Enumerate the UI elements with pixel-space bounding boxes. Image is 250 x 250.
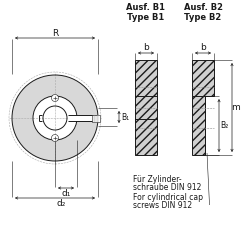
Bar	[68, 115, 100, 121]
Text: Type B2: Type B2	[184, 12, 222, 22]
Bar	[92, 114, 100, 121]
Text: d₂: d₂	[56, 198, 66, 207]
Bar	[135, 60, 157, 155]
Text: B₂: B₂	[220, 121, 228, 130]
Text: b: b	[143, 44, 149, 52]
Circle shape	[43, 106, 67, 130]
Circle shape	[52, 94, 59, 102]
Text: Type B1: Type B1	[128, 12, 164, 22]
Bar	[192, 96, 205, 155]
Text: R: R	[52, 28, 58, 38]
Text: Für Zylinder-: Für Zylinder-	[133, 175, 182, 184]
Text: b: b	[200, 44, 206, 52]
Text: screws DIN 912: screws DIN 912	[133, 201, 192, 210]
Circle shape	[52, 134, 59, 141]
Text: schraube DIN 912: schraube DIN 912	[133, 183, 202, 192]
Bar	[192, 60, 214, 96]
Polygon shape	[12, 75, 98, 161]
Text: Ausf. B2: Ausf. B2	[184, 4, 222, 13]
Text: B₁: B₁	[121, 112, 129, 122]
Text: m: m	[232, 103, 240, 112]
Text: For cylindrical cap: For cylindrical cap	[133, 193, 203, 202]
Text: Ausf. B1: Ausf. B1	[126, 4, 166, 13]
Text: d₁: d₁	[61, 188, 71, 198]
